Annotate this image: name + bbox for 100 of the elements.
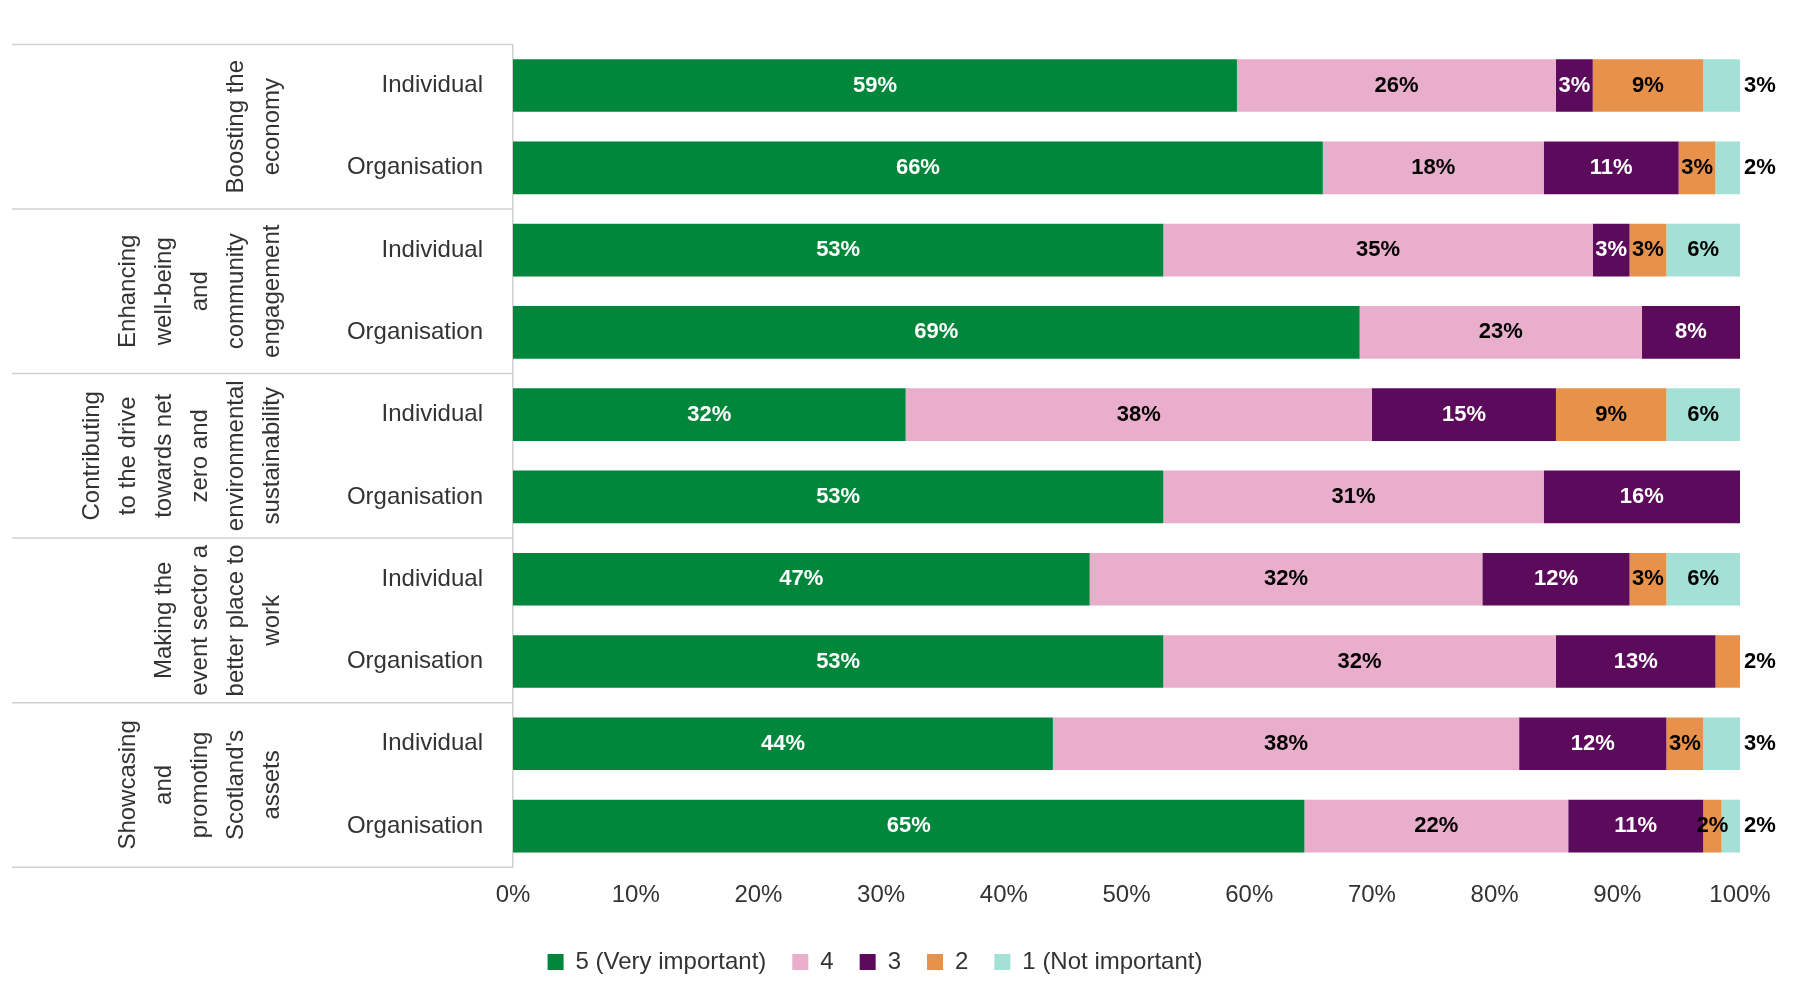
legend-label: 3 [887,946,902,974]
data-label: 38% [1263,729,1309,755]
data-label: 11% [1614,812,1658,838]
data-label: 35% [1356,236,1401,262]
bar [1641,306,1740,359]
bar [513,59,1237,112]
y-tick-label: Organisation [346,152,483,180]
data-label: 2% [1744,812,1776,838]
x-tick-label: 90% [1593,880,1642,908]
y-tick-label: Individual [381,399,483,427]
x-tick-label: 50% [1102,880,1151,908]
bar [1543,141,1679,195]
bar [513,635,1164,688]
text: Making the event sector a better place to work [148,544,284,697]
bar [1163,223,1593,277]
x-tick-label: 0% [495,880,531,908]
data-label: 9% [1632,71,1664,97]
bar [1163,470,1544,524]
data-label: 3% [1668,729,1701,755]
x-tick-label: 70% [1347,880,1396,908]
bar [1543,470,1740,524]
data-label: 11% [1589,153,1633,179]
x-tick-label: 20% [734,880,783,908]
data-label: 3% [1744,729,1776,755]
x-tick-label: 60% [1225,880,1274,908]
data-label: 18% [1411,153,1456,179]
data-label: 3% [1681,153,1713,179]
data-label: 31% [1331,483,1376,508]
bar [513,306,1360,359]
text: Contributing to the drive towards net zero and environmental sustainability [76,380,284,532]
data-label: 16% [1619,483,1664,508]
data-label: 38% [1116,400,1161,426]
bar [905,388,1372,441]
bar [1371,388,1556,441]
legend-label: 4 [820,946,834,974]
bar [1519,717,1667,771]
x-tick-label: 100% [1709,880,1771,908]
bar [1482,552,1630,606]
data-label: 47% [779,565,824,591]
bar [1359,306,1642,359]
data-label: 13% [1613,647,1658,673]
bar [1666,388,1740,441]
bar [1322,141,1544,195]
data-label: 3% [1744,71,1776,97]
legend-label: 1 (Not important) [1022,946,1203,974]
bar [1592,59,1704,112]
data-label: 15% [1441,400,1486,426]
y-tick-label: Individual [381,234,483,262]
y-tick-label: Organisation [346,810,483,838]
data-label: 59% [852,71,897,97]
data-label: 3% [1558,71,1591,97]
bar [1703,717,1740,771]
data-label: 65% [886,812,931,838]
legend-label: 5 (Very important) [575,946,767,974]
bar [1555,388,1667,441]
text: Showcasing and promoting Scotland's assets [112,720,284,850]
data-label: 23% [1478,318,1523,344]
bar [513,717,1053,771]
bar [1715,635,1740,688]
bar [513,470,1164,524]
data-label: 44% [760,729,805,755]
bar [513,388,906,441]
data-label: 66% [895,153,940,179]
x-tick-label: 10% [611,880,660,908]
data-label: 53% [816,236,861,262]
bar [1666,223,1740,277]
bar [513,223,1164,277]
data-label: 22% [1414,812,1459,838]
y-tick-label: Individual [381,563,483,591]
data-label: 2% [1744,647,1776,673]
data-label: 2% [1744,153,1776,179]
data-label: 6% [1687,236,1720,262]
data-label: 8% [1675,318,1707,344]
data-label: 32% [687,400,732,426]
y-tick-label: Individual [381,728,483,756]
x-tick-label: 80% [1470,880,1519,908]
bar [1236,59,1556,112]
bar [1163,635,1556,688]
data-label: 12% [1533,565,1578,591]
data-label: 53% [816,647,861,673]
data-label: 3% [1595,236,1628,262]
data-label: 69% [914,318,959,344]
bar [1304,799,1569,853]
data-label: 3% [1632,236,1664,262]
data-label: 12% [1570,729,1615,755]
x-tick-label: 30% [857,880,906,908]
bar [1052,717,1520,771]
bar [1089,552,1483,606]
legend-label: 2 [955,946,969,974]
data-label: 3% [1632,565,1664,591]
data-label: 6% [1687,400,1720,426]
y-tick-label: Organisation [346,317,483,345]
text: Enhancing well-being and community engagement [112,224,284,358]
bar [513,552,1090,606]
data-label: 26% [1374,71,1419,97]
y-tick-label: Organisation [346,646,483,674]
bar [1666,552,1740,606]
bar [1555,635,1716,688]
data-label: 32% [1337,647,1382,673]
y-tick-label: Organisation [346,481,483,509]
